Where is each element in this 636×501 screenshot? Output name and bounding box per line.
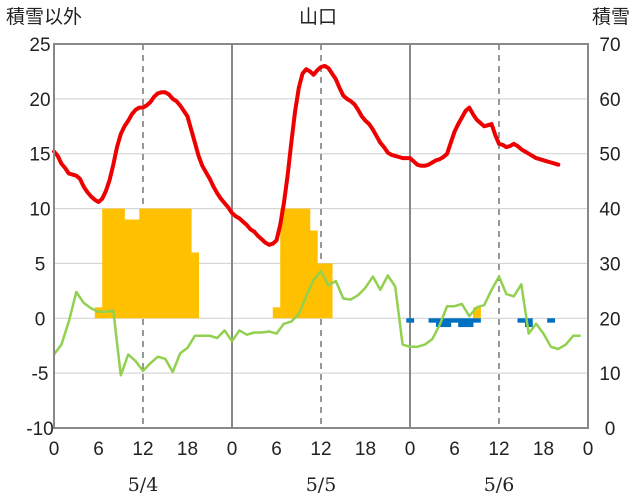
- snow-depth-bar: [139, 208, 148, 319]
- right-tick-label: 70: [599, 35, 620, 56]
- negative-bar: [524, 318, 533, 328]
- snow-depth-bar: [154, 208, 162, 319]
- date-label: 5/6: [484, 474, 515, 496]
- snow-depth-bar: [191, 252, 200, 319]
- right-tick-label: 40: [599, 200, 620, 221]
- snow-depth-bar: [302, 208, 311, 319]
- red-series-line: [52, 63, 561, 247]
- x-tick-label: 6: [449, 439, 460, 460]
- right-tick-label: 60: [599, 90, 620, 111]
- negative-bar: [450, 318, 459, 323]
- x-axis-ticks: 0 6 12 18 0 6 12 18 0 6 12 18 0: [49, 439, 594, 460]
- right-axis-ticks: 70 60 50 40 30 20 10 0: [599, 35, 620, 440]
- x-tick-label: 12: [310, 439, 331, 460]
- snow-depth-bar: [161, 208, 170, 319]
- date-label: 5/5: [306, 474, 337, 496]
- chart-title: 山口: [299, 6, 337, 28]
- snow-depth-bar: [183, 208, 192, 319]
- x-tick-label: 0: [583, 439, 594, 460]
- right-tick-label: 0: [605, 419, 616, 440]
- x-tick-label: 6: [271, 439, 282, 460]
- snow-depth-bar: [309, 230, 318, 319]
- snow-depth-bars: [94, 208, 481, 319]
- x-tick-label: 18: [177, 439, 198, 460]
- right-tick-label: 20: [599, 309, 620, 330]
- snow-depth-bar: [131, 219, 140, 319]
- x-tick-label: 6: [93, 439, 104, 460]
- left-tick-label: 10: [29, 200, 50, 221]
- negative-bar: [428, 318, 437, 323]
- x-tick-label: 0: [405, 439, 416, 460]
- left-tick-label: 5: [35, 254, 46, 275]
- date-labels: 5/4 5/5 5/6: [128, 474, 515, 496]
- snow-depth-bar: [473, 307, 481, 319]
- snow-depth-bar: [109, 208, 118, 319]
- negative-bars: [406, 318, 556, 328]
- x-tick-label: 18: [533, 439, 554, 460]
- x-tick-label: 0: [49, 439, 60, 460]
- snow-depth-bar: [146, 208, 155, 319]
- right-tick-label: 50: [599, 145, 620, 166]
- snow-depth-bar: [324, 263, 333, 319]
- snow-depth-bar: [295, 208, 303, 319]
- left-tick-label: 15: [29, 145, 50, 166]
- x-tick-label: 12: [488, 439, 509, 460]
- date-label: 5/4: [128, 474, 159, 496]
- negative-bar: [458, 318, 467, 328]
- negative-bar: [465, 318, 474, 328]
- left-axis-ticks: 25 20 15 10 5 0 -5 -10: [26, 35, 53, 440]
- right-tick-label: 30: [599, 254, 620, 275]
- plot-area-border: [53, 43, 589, 429]
- left-tick-label: 25: [29, 35, 50, 56]
- snow-depth-bar: [117, 208, 125, 319]
- negative-bar: [473, 318, 481, 323]
- snow-depth-bar: [168, 208, 177, 319]
- negative-bar: [547, 318, 556, 323]
- right-tick-label: 10: [599, 364, 620, 385]
- right-axis-title: 積雪: [592, 6, 630, 28]
- snow-depth-bar: [280, 208, 289, 319]
- left-tick-label: 0: [35, 309, 46, 330]
- x-tick-label: 12: [132, 439, 153, 460]
- left-tick-label: -5: [32, 364, 49, 385]
- snow-depth-bar: [102, 208, 111, 319]
- negative-bar: [517, 318, 526, 323]
- negative-bar: [406, 318, 415, 323]
- snow-depth-bar: [176, 208, 185, 319]
- snow-depth-bar: [287, 208, 296, 319]
- snow-depth-bar: [317, 263, 326, 319]
- negative-bar: [443, 318, 452, 328]
- left-axis-title: 積雪以外: [6, 6, 82, 28]
- green-series-line: [52, 269, 581, 377]
- x-tick-label: 0: [227, 439, 238, 460]
- x-tick-label: 18: [355, 439, 376, 460]
- left-tick-label: 20: [29, 90, 50, 111]
- snow-depth-bar: [272, 307, 281, 319]
- snow-depth-bar: [124, 219, 133, 319]
- left-tick-label: -10: [26, 419, 53, 440]
